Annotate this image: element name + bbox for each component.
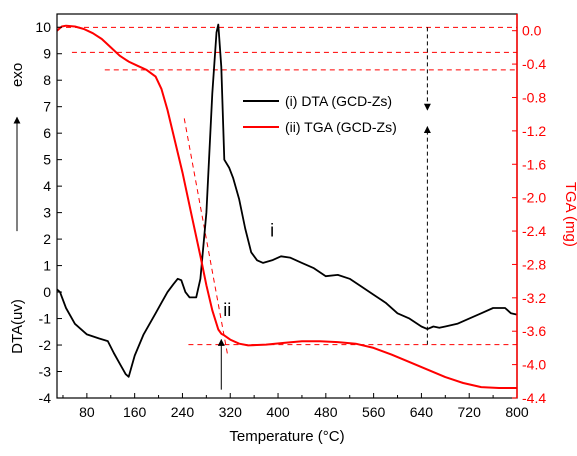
y-left-tick-label: 7 <box>43 99 51 115</box>
x-tick-label: 320 <box>219 404 243 420</box>
plot-frame <box>56 13 518 399</box>
y-left-tick-label: 3 <box>43 205 51 221</box>
y-right-tick-label: -4.0 <box>522 357 546 373</box>
y-left-tick-label: 10 <box>35 19 51 35</box>
y-axis-left: -4 -3 -2 -1 0 1 2 3 4 5 6 7 8 9 10 <box>35 19 62 406</box>
x-tick-label: 160 <box>123 404 147 420</box>
x-tick-label: 80 <box>79 404 95 420</box>
x-tick-label: 800 <box>505 404 529 420</box>
x-tick-label: 720 <box>458 404 482 420</box>
x-tick-label: 560 <box>362 404 386 420</box>
series-line-tga <box>56 24 517 389</box>
y-right-tick-label: -1.2 <box>522 123 546 139</box>
y-left-tick-label: 6 <box>43 125 51 141</box>
y-right-tick-label: -3.6 <box>522 323 546 339</box>
legend-label: (i) DTA (GCD-Zs) <box>285 93 392 109</box>
series-lines <box>56 23 518 389</box>
annotations: iii <box>223 220 274 319</box>
y-right-tick-label: -2.4 <box>522 223 546 239</box>
arrows <box>217 27 431 390</box>
legend: (i) DTA (GCD-Zs) (ii) TGA (GCD-Zs) <box>243 93 397 135</box>
y-left-axis-label: DTA(uv) <box>9 299 26 354</box>
annotation-label: ii <box>223 300 231 320</box>
y-right-tick-label: -0.4 <box>522 56 546 72</box>
y-right-tick-label: -1.6 <box>522 156 546 172</box>
y-left-tick-label: 0 <box>43 284 51 300</box>
annotation-label: i <box>270 220 274 240</box>
y-right-tick-label: -2.8 <box>522 256 546 272</box>
y-left-tick-label: -4 <box>39 390 52 406</box>
y-left-tick-label: 1 <box>43 258 51 274</box>
y-right-axis-label: TGA (mg) <box>562 182 577 247</box>
y-left-tick-label: 8 <box>43 72 51 88</box>
y-right-tick-label: -2.0 <box>522 190 546 206</box>
x-tick-label: 480 <box>314 404 338 420</box>
reference-lines <box>57 26 517 357</box>
y-left-tick-label: -1 <box>39 311 52 327</box>
y-right-tick-label: -3.2 <box>522 290 546 306</box>
y-left-tick-label: 2 <box>43 231 51 247</box>
y-left-tick-label: -2 <box>39 337 52 353</box>
x-tick-label: 640 <box>410 404 434 420</box>
legend-label: (ii) TGA (GCD-Zs) <box>285 119 397 135</box>
y-axis-right: 0.0 -0.4 -0.8 -1.2 -1.6 -2.0 -2.4 -2.8 -3.2 -3.6 -… <box>512 14 546 406</box>
tangent-line-0 <box>183 118 229 357</box>
y-right-tick-label: -4.4 <box>522 390 546 406</box>
y-right-tick-label: -0.8 <box>522 89 546 105</box>
y-left-tick-label: 9 <box>43 46 51 62</box>
axis-labels: Temperature (°C) DTA(uv) exo TGA (mg) <box>9 63 577 445</box>
y-left-tick-label: 5 <box>43 152 51 168</box>
x-tick-label: 400 <box>266 404 290 420</box>
y-left-exo-label: exo <box>9 63 26 87</box>
y-left-tick-label: 4 <box>43 178 51 194</box>
x-tick-label: 240 <box>171 404 195 420</box>
series-line-dta <box>56 23 518 378</box>
x-axis: 80 160 240 320 400 480 560 640 720 800 <box>62 393 529 420</box>
x-axis-label: Temperature (°C) <box>229 428 344 445</box>
y-left-tick-label: -3 <box>39 364 52 380</box>
y-right-tick-label: 0.0 <box>522 23 542 39</box>
